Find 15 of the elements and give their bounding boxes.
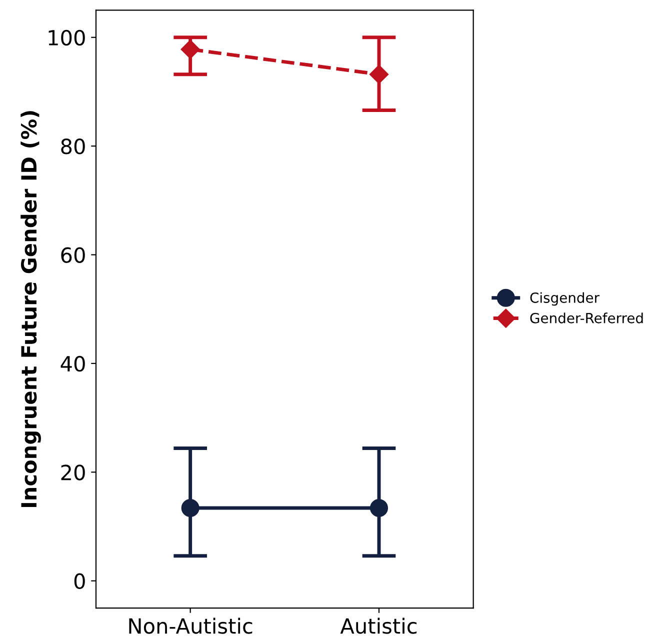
y-axis-title: Incongruent Future Gender ID (%) [20,111,41,507]
y-tick-label: 60 [61,247,85,263]
x-tick-label: Non-Autistic [129,618,252,634]
legend-label: Gender-Referred [530,312,643,324]
x-tick-label: Autistic [340,618,417,634]
y-tick-label: 80 [61,138,85,154]
y-tick-label: 40 [60,356,85,372]
y-tick-label: 100 [48,30,85,46]
point [181,498,200,518]
y-tick-label: 20 [61,464,85,480]
point [180,40,200,59]
legend-label: Cisgender [530,292,600,306]
y-tick-label: 0 [74,573,85,590]
point [369,64,389,84]
point [370,498,388,518]
